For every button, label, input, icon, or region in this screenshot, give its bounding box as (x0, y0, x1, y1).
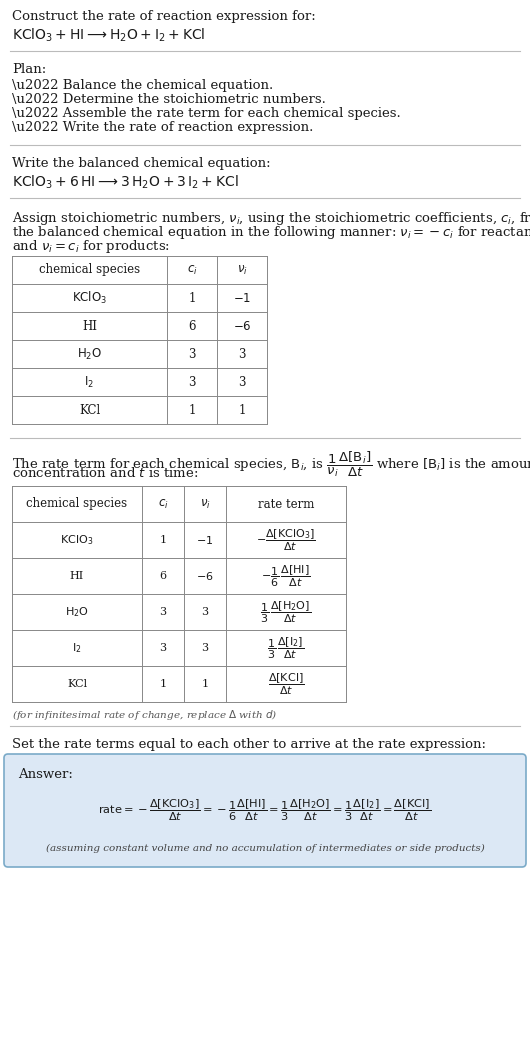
Text: \u2022 Write the rate of reaction expression.: \u2022 Write the rate of reaction expres… (12, 121, 313, 134)
Text: KCl: KCl (79, 403, 100, 417)
Text: 1: 1 (160, 535, 166, 545)
Text: chemical species: chemical species (26, 497, 128, 511)
Text: $-\dfrac{\Delta[\mathrm{KClO_3}]}{\Delta t}$: $-\dfrac{\Delta[\mathrm{KClO_3}]}{\Delta… (256, 527, 316, 552)
Text: 3: 3 (188, 347, 196, 361)
Text: $\mathrm{I_2}$: $\mathrm{I_2}$ (72, 641, 82, 655)
Text: HI: HI (82, 320, 97, 332)
Text: 3: 3 (238, 375, 246, 389)
Text: 3: 3 (188, 375, 196, 389)
Text: Assign stoichiometric numbers, $\nu_i$, using the stoichiometric coefficients, $: Assign stoichiometric numbers, $\nu_i$, … (12, 210, 530, 227)
Text: (assuming constant volume and no accumulation of intermediates or side products): (assuming constant volume and no accumul… (46, 843, 484, 852)
Text: $\dfrac{\Delta[\mathrm{KCl}]}{\Delta t}$: $\dfrac{\Delta[\mathrm{KCl}]}{\Delta t}$ (268, 671, 304, 697)
Text: \u2022 Assemble the rate term for each chemical species.: \u2022 Assemble the rate term for each c… (12, 107, 401, 120)
Text: Plan:: Plan: (12, 63, 46, 76)
Text: 1: 1 (238, 403, 246, 417)
Text: The rate term for each chemical species, $\mathrm{B}_i$, is $\dfrac{1}{\nu_i}\df: The rate term for each chemical species,… (12, 450, 530, 479)
Text: $\mathrm{I_2}$: $\mathrm{I_2}$ (84, 374, 94, 390)
Text: $\mathrm{H_2O}$: $\mathrm{H_2O}$ (77, 346, 102, 362)
Text: the balanced chemical equation in the following manner: $\nu_i = -c_i$ for react: the balanced chemical equation in the fo… (12, 224, 530, 241)
Text: 3: 3 (160, 607, 166, 617)
Text: Set the rate terms equal to each other to arrive at the rate expression:: Set the rate terms equal to each other t… (12, 738, 486, 751)
Text: and $\nu_i = c_i$ for products:: and $\nu_i = c_i$ for products: (12, 238, 170, 255)
Text: Construct the rate of reaction expression for:: Construct the rate of reaction expressio… (12, 10, 316, 23)
Text: Write the balanced chemical equation:: Write the balanced chemical equation: (12, 157, 271, 170)
Text: $\dfrac{1}{3}\,\dfrac{\Delta[\mathrm{H_2O}]}{\Delta t}$: $\dfrac{1}{3}\,\dfrac{\Delta[\mathrm{H_2… (260, 599, 312, 625)
Text: $c_i$: $c_i$ (157, 497, 169, 511)
Text: $-1$: $-1$ (233, 292, 251, 304)
Text: 3: 3 (201, 607, 209, 617)
Text: 3: 3 (238, 347, 246, 361)
Text: (for infinitesimal rate of change, replace $\Delta$ with $d$): (for infinitesimal rate of change, repla… (12, 708, 277, 722)
Text: $\mathrm{rate} = -\dfrac{\Delta[\mathrm{KClO_3}]}{\Delta t} = -\dfrac{1}{6}\dfra: $\mathrm{rate} = -\dfrac{\Delta[\mathrm{… (99, 797, 431, 823)
Text: Answer:: Answer: (18, 768, 73, 782)
Text: $\dfrac{1}{3}\,\dfrac{\Delta[\mathrm{I_2}]}{\Delta t}$: $\dfrac{1}{3}\,\dfrac{\Delta[\mathrm{I_2… (268, 636, 305, 661)
Text: \u2022 Determine the stoichiometric numbers.: \u2022 Determine the stoichiometric numb… (12, 93, 326, 106)
Text: $\nu_i$: $\nu_i$ (200, 497, 210, 511)
Text: 1: 1 (188, 403, 196, 417)
Text: $-6$: $-6$ (196, 570, 214, 582)
FancyBboxPatch shape (4, 754, 526, 867)
Text: rate term: rate term (258, 497, 314, 511)
Text: $\mathrm{KClO_3 + HI} \longrightarrow \mathrm{H_2O + I_2 + KCl}$: $\mathrm{KClO_3 + HI} \longrightarrow \m… (12, 27, 206, 45)
Text: $c_i$: $c_i$ (187, 264, 197, 276)
Text: $-6$: $-6$ (233, 320, 251, 332)
Text: $\mathrm{H_2O}$: $\mathrm{H_2O}$ (65, 605, 89, 619)
Text: $-\dfrac{1}{6}\,\dfrac{\Delta[\mathrm{HI}]}{\Delta t}$: $-\dfrac{1}{6}\,\dfrac{\Delta[\mathrm{HI… (261, 564, 311, 589)
Text: KCl: KCl (67, 679, 87, 689)
Text: 3: 3 (160, 643, 166, 653)
Text: HI: HI (70, 571, 84, 581)
Text: $\mathrm{KClO_3}$: $\mathrm{KClO_3}$ (72, 290, 107, 306)
Text: $\mathrm{KClO_3}$: $\mathrm{KClO_3}$ (60, 534, 94, 547)
Text: $\nu_i$: $\nu_i$ (236, 264, 248, 276)
Text: 3: 3 (201, 643, 209, 653)
Text: 6: 6 (160, 571, 166, 581)
Text: 6: 6 (188, 320, 196, 332)
Text: $-1$: $-1$ (196, 534, 214, 546)
Text: chemical species: chemical species (39, 264, 140, 276)
Text: $\mathrm{KClO_3 + 6\,HI} \longrightarrow \mathrm{3\,H_2O + 3\,I_2 + KCl}$: $\mathrm{KClO_3 + 6\,HI} \longrightarrow… (12, 174, 238, 192)
Text: 1: 1 (201, 679, 209, 689)
Text: concentration and $t$ is time:: concentration and $t$ is time: (12, 466, 198, 480)
Text: \u2022 Balance the chemical equation.: \u2022 Balance the chemical equation. (12, 79, 273, 92)
Text: 1: 1 (160, 679, 166, 689)
Text: 1: 1 (188, 292, 196, 304)
